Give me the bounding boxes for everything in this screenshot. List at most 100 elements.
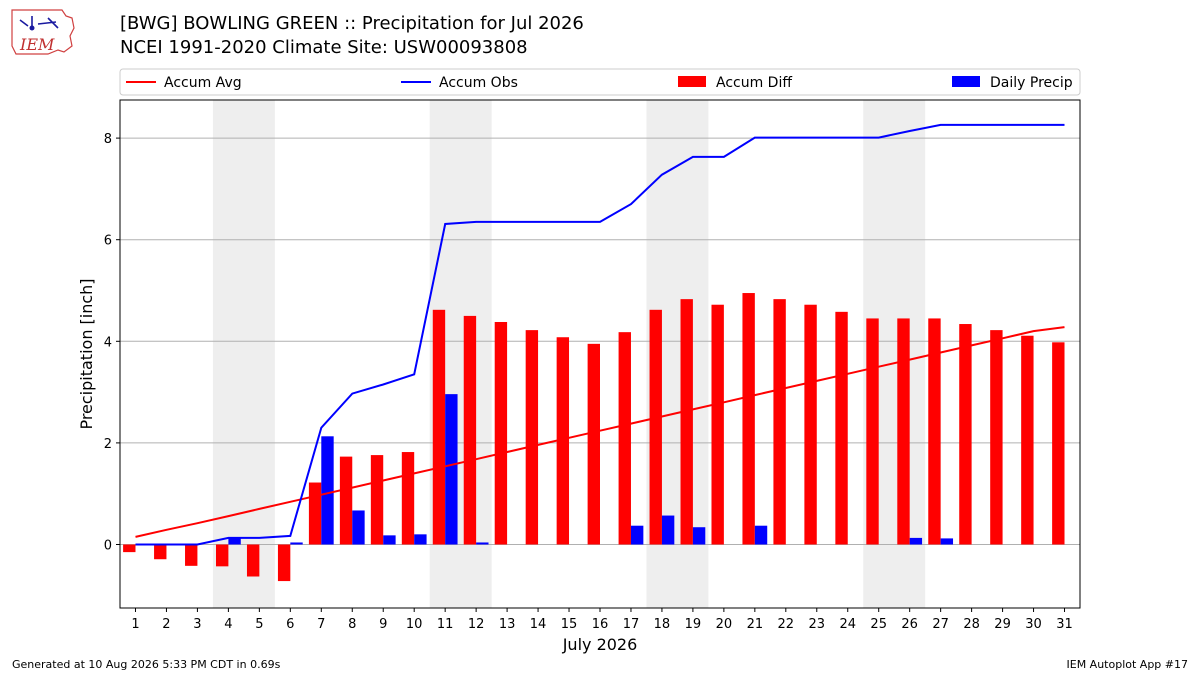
accum-diff-bar	[432, 309, 446, 545]
legend-label: Accum Diff	[716, 75, 792, 91]
accum-diff-bar	[370, 455, 384, 545]
accum-diff-bar	[835, 311, 848, 545]
y-tick-label: 2	[104, 437, 112, 452]
x-tick-label: 19	[685, 617, 702, 632]
daily-precip-bar	[754, 525, 768, 545]
x-tick-label: 21	[747, 617, 764, 632]
accum-diff-bar	[990, 330, 1003, 545]
accum-diff-bar	[587, 343, 600, 545]
accum-diff-bar	[525, 330, 539, 545]
weekend-shade	[212, 100, 275, 608]
x-tick-label: 22	[778, 617, 795, 632]
x-tick-label: 12	[468, 617, 485, 632]
daily-precip-bar	[352, 510, 365, 545]
x-tick-label: 16	[592, 617, 609, 632]
accum-diff-bar	[618, 332, 631, 545]
y-tick-label: 0	[104, 539, 112, 554]
x-tick-label: 3	[193, 617, 201, 632]
x-tick-label: 10	[406, 617, 423, 632]
x-tick-label: 31	[1056, 617, 1073, 632]
daily-precip-bar	[909, 537, 923, 545]
x-tick-label: 4	[224, 617, 232, 632]
legend-label: Daily Precip	[990, 75, 1073, 91]
generated-footer: Generated at 10 Aug 2026 5:33 PM CDT in …	[12, 658, 281, 671]
accum-avg-line	[135, 326, 1065, 538]
accum-diff-bar	[308, 482, 322, 545]
daily-precip-bar	[228, 537, 241, 545]
chart-subtitle: NCEI 1991-2020 Climate Site: USW00093808	[120, 37, 528, 58]
accum-diff-bar	[649, 309, 662, 545]
daily-precip-bar	[692, 527, 706, 545]
app-footer: IEM Autoplot App #17	[1066, 658, 1189, 671]
accum-diff-bar	[742, 293, 755, 545]
accum-diff-bar	[494, 321, 508, 545]
x-tick-label: 1	[131, 617, 139, 632]
x-tick-label: 13	[499, 617, 516, 632]
x-tick-label: 29	[994, 617, 1011, 632]
accum-diff-bar	[339, 456, 353, 545]
legend-label: Accum Avg	[164, 75, 242, 91]
accum-diff-bar	[463, 315, 477, 545]
accum-diff-bar	[773, 299, 786, 545]
legend-box	[119, 68, 1081, 96]
x-tick-label: 15	[561, 617, 578, 632]
daily-precip-bar	[476, 542, 489, 545]
x-tick-label: 9	[379, 617, 387, 632]
legend-label: Accum Obs	[439, 75, 518, 91]
x-tick-label: 14	[530, 617, 547, 632]
accum-diff-bar	[928, 318, 941, 545]
accum-diff-bar	[401, 452, 415, 545]
accum-diff-bar	[123, 544, 136, 553]
accum-diff-bar	[1052, 342, 1065, 545]
iem-logo: IEM	[11, 9, 75, 55]
y-tick-label: 4	[104, 335, 112, 350]
daily-precip-bar	[321, 436, 334, 545]
daily-precip-bar	[445, 394, 458, 545]
accum-diff-bar	[866, 318, 879, 545]
x-tick-label: 8	[348, 617, 356, 632]
accum-diff-bar	[185, 544, 198, 566]
accum-diff-bar	[154, 544, 167, 560]
x-tick-label: 18	[654, 617, 671, 632]
x-tick-label: 5	[255, 617, 263, 632]
daily-precip-bar	[290, 542, 303, 545]
x-tick-label: 27	[932, 617, 949, 632]
logo-text: IEM	[19, 35, 55, 54]
y-tick-label: 8	[104, 132, 112, 147]
accum-diff-bar	[556, 337, 570, 545]
chart-title: [BWG] BOWLING GREEN :: Precipitation for…	[120, 13, 584, 34]
x-tick-label: 28	[963, 617, 980, 632]
accum-diff-bar	[216, 544, 229, 567]
x-tick-label: 6	[286, 617, 294, 632]
legend-swatch	[678, 76, 706, 87]
daily-precip-bar	[414, 534, 427, 545]
x-tick-label: 17	[623, 617, 640, 632]
accum-diff-bar	[804, 304, 817, 545]
x-axis-label: July 2026	[562, 635, 638, 654]
accum-obs-line	[135, 123, 1065, 546]
x-tick-label: 11	[437, 617, 454, 632]
x-tick-label: 26	[901, 617, 918, 632]
x-tick-label: 25	[870, 617, 887, 632]
daily-precip-bar	[630, 525, 644, 545]
y-tick-label: 6	[104, 234, 112, 249]
daily-precip-bar	[661, 515, 675, 545]
accum-diff-bar	[1021, 335, 1034, 545]
y-axis-label: Precipitation [inch]	[77, 278, 96, 429]
legend-swatch	[952, 76, 980, 87]
x-tick-label: 23	[809, 617, 826, 632]
accum-diff-bar	[246, 544, 260, 577]
x-tick-label: 24	[839, 617, 856, 632]
daily-precip-bar	[383, 535, 396, 545]
x-tick-label: 2	[162, 617, 170, 632]
accum-diff-bar	[711, 304, 724, 545]
x-tick-label: 20	[716, 617, 733, 632]
accum-diff-bar	[897, 318, 910, 545]
x-tick-label: 30	[1025, 617, 1042, 632]
x-tick-label: 7	[317, 617, 325, 632]
accum-diff-bar	[277, 544, 291, 582]
daily-precip-bar	[940, 538, 954, 545]
accum-diff-bar	[959, 324, 972, 545]
accum-diff-bar	[680, 299, 693, 545]
